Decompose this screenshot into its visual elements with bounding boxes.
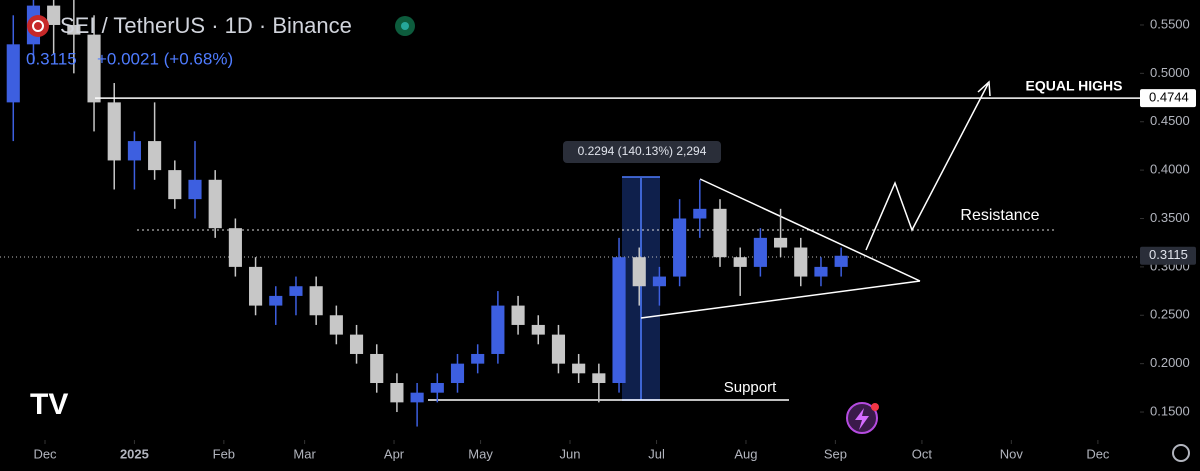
x-tick-label: 2025 xyxy=(120,446,149,461)
candle-body xyxy=(228,228,242,267)
x-tick-label: Dec xyxy=(1086,446,1110,461)
assistant-bolt xyxy=(855,408,869,430)
x-tick-label: Apr xyxy=(384,446,405,461)
candle-body xyxy=(834,255,848,267)
y-tick-label: 0.5500 xyxy=(1150,16,1190,31)
y-tick-label: 0.1500 xyxy=(1150,403,1190,418)
resistance-label: Resistance xyxy=(960,207,1039,224)
settings-icon[interactable] xyxy=(1172,444,1190,462)
candle-body xyxy=(148,141,162,171)
y-tick-label: 0.3500 xyxy=(1150,210,1190,225)
candle-body xyxy=(127,141,141,161)
candle-body xyxy=(713,208,727,258)
x-tick-label: Aug xyxy=(734,446,757,461)
y-tick-label: 0.4500 xyxy=(1150,113,1190,128)
candle-body xyxy=(511,305,525,325)
candle-body xyxy=(188,179,202,200)
assistant-badge xyxy=(871,403,879,411)
last-price: 0.3115 xyxy=(26,49,77,68)
candle-body xyxy=(774,237,788,248)
candle-body xyxy=(107,102,121,161)
candle-body xyxy=(249,266,263,306)
price-label: 0.4744 xyxy=(1149,90,1189,105)
candle-body xyxy=(87,34,101,103)
equal-highs-label: EQUAL HIGHS xyxy=(1026,78,1123,94)
x-tick-label: Jul xyxy=(648,446,665,461)
candle-body xyxy=(733,257,747,267)
candle-body xyxy=(693,208,707,219)
candle-body xyxy=(269,295,283,306)
price-label: 0.3115 xyxy=(1149,247,1188,262)
candle-body xyxy=(289,286,303,296)
candle-body xyxy=(592,373,606,384)
triangle-lower xyxy=(640,280,921,319)
price-label-box xyxy=(1140,89,1196,108)
candle-body xyxy=(370,353,384,384)
projection-path xyxy=(865,83,989,251)
tradingview-logo[interactable]: TV xyxy=(30,388,68,421)
triangle-upper xyxy=(699,178,921,282)
market-status-dot xyxy=(401,22,409,30)
candle-body xyxy=(430,383,444,393)
x-tick-label: Jun xyxy=(560,446,581,461)
x-tick-label: Feb xyxy=(213,446,235,461)
candles xyxy=(6,0,848,427)
axes: 0.15000.20000.25000.30000.35000.40000.45… xyxy=(33,16,1196,461)
candle-body xyxy=(814,266,828,277)
candle-body xyxy=(572,363,586,374)
candle-body xyxy=(6,44,20,103)
candle-body xyxy=(551,334,566,364)
candle-body xyxy=(612,257,626,384)
candle-body xyxy=(67,24,81,35)
x-tick-label: May xyxy=(468,446,493,461)
arrow-head xyxy=(977,80,991,97)
x-tick-label: Dec xyxy=(33,446,57,461)
x-tick-label: Oct xyxy=(912,446,933,461)
candle-body xyxy=(531,324,545,335)
symbol-title[interactable]: SEI / TetherUS · 1D · Binance xyxy=(60,13,352,38)
candle-body xyxy=(349,334,364,354)
price-label-box xyxy=(1140,246,1196,265)
symbol-icon-inner xyxy=(32,20,44,32)
candle-body xyxy=(673,218,687,277)
y-tick-label: 0.2000 xyxy=(1150,355,1190,370)
y-tick-label: 0.5000 xyxy=(1150,65,1190,80)
symbol-icon xyxy=(27,15,49,37)
measure-label: 0.2294 (140.13%) 2,294 xyxy=(578,144,707,158)
candle-body xyxy=(47,5,61,25)
candle-body xyxy=(168,170,182,200)
plot-area xyxy=(0,0,1140,427)
candle-body xyxy=(794,247,808,277)
candle-body xyxy=(471,353,485,364)
price-change: +0.0021 (+0.68%) xyxy=(97,49,233,68)
candle-body xyxy=(329,315,343,335)
candle-body xyxy=(208,179,222,229)
candle-body xyxy=(652,276,666,287)
candle-body xyxy=(309,286,323,316)
x-tick-label: Nov xyxy=(1000,446,1024,461)
candle-body xyxy=(632,257,646,287)
candle-body xyxy=(753,237,767,267)
y-tick-label: 0.2500 xyxy=(1150,307,1190,322)
candle-body xyxy=(410,392,424,403)
candle-body xyxy=(450,363,465,384)
y-tick-label: 0.4000 xyxy=(1150,162,1190,177)
measure-label-box xyxy=(563,141,721,163)
x-tick-label: Mar xyxy=(293,446,316,461)
candle-body xyxy=(390,383,404,403)
support-label: Support xyxy=(724,379,777,396)
x-tick-label: Sep xyxy=(824,446,847,461)
candle-body xyxy=(491,305,505,354)
